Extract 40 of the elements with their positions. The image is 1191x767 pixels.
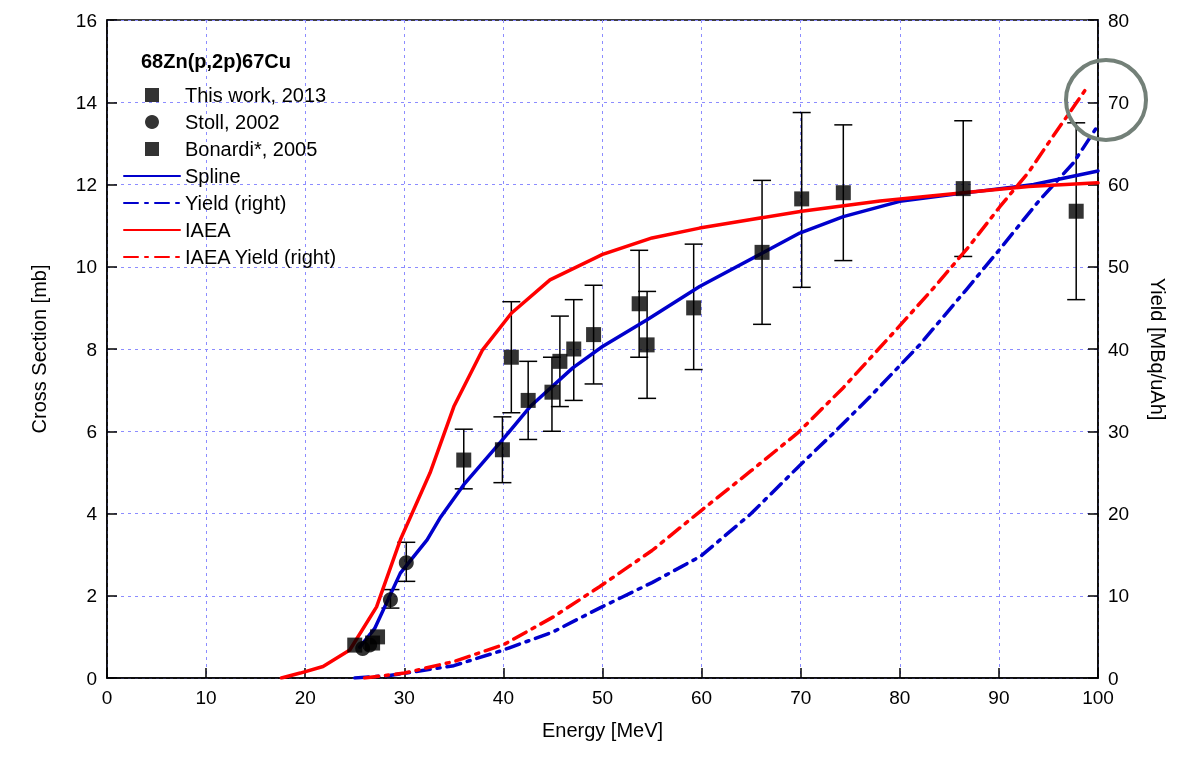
y2-tick-label: 60 — [1108, 174, 1130, 195]
x-tick-label: 80 — [889, 687, 911, 708]
y2-tick-label: 0 — [1108, 667, 1119, 689]
y2-tick-label: 10 — [1108, 585, 1130, 607]
y-tick-label: 8 — [86, 338, 97, 360]
x-tick-label: 50 — [591, 687, 614, 708]
x-tick-label: 90 — [988, 687, 1010, 708]
legend-label: Stoll, 2002 — [185, 111, 280, 133]
y-tick-label: 6 — [86, 420, 97, 442]
y-tick-label: 4 — [86, 503, 98, 524]
x-tick-label: 20 — [294, 687, 316, 708]
legend-label: Bonardi*, 2005 — [185, 138, 318, 160]
legend-label: Yield (right) — [185, 192, 287, 214]
y-tick-label: 10 — [75, 256, 97, 278]
legend-label: IAEA — [185, 219, 232, 241]
y-tick-label: 12 — [75, 174, 97, 195]
x-axis-title: Energy [MeV] — [541, 719, 664, 741]
x-tick-label: 10 — [195, 687, 217, 708]
x-tick-label: 70 — [790, 687, 812, 708]
y2-axis-title: Yield [MBq/uAh] — [1147, 277, 1169, 421]
y2-tick-label: 70 — [1108, 91, 1130, 113]
y2-tick-label: 50 — [1108, 256, 1130, 278]
y-tick-label: 0 — [86, 667, 97, 689]
y2-tick-label: 80 — [1108, 9, 1130, 31]
y-tick-label: 16 — [75, 9, 97, 31]
x-tick-label: 60 — [691, 687, 713, 708]
y-tick-label: 14 — [75, 91, 98, 113]
y2-tick-label: 30 — [1108, 420, 1130, 442]
x-tick-label: 40 — [492, 687, 514, 708]
x-tick-label: 30 — [393, 687, 415, 708]
x-tick-label: 100 — [1082, 687, 1114, 708]
legend-label: IAEA Yield (right) — [185, 246, 337, 268]
y2-tick-label: 20 — [1108, 503, 1130, 524]
y-tick-label: 2 — [86, 585, 97, 607]
legend-title: 68Zn(p,2p)67Cu — [141, 50, 292, 72]
legend-label: Spline — [185, 165, 241, 187]
y-axis-title: Cross Section [mb] — [28, 264, 50, 434]
y2-tick-label: 40 — [1108, 338, 1130, 360]
legend-label: This work, 2013 — [185, 84, 327, 106]
x-tick-label: 0 — [101, 687, 113, 708]
